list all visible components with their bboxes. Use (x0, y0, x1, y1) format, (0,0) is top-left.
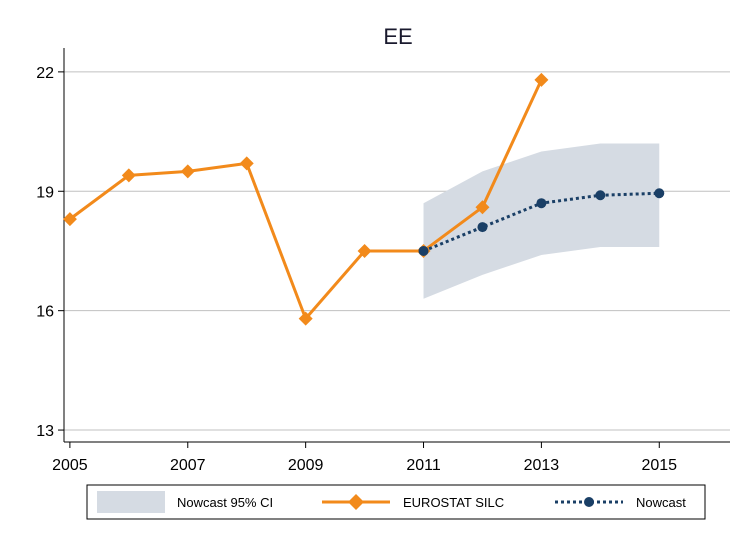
y-tick-label: 22 (36, 65, 54, 82)
legend-swatch-ci (97, 491, 165, 513)
data-point-nowcast (477, 222, 488, 233)
x-tick-label: 2015 (641, 457, 677, 474)
legend-label-ci: Nowcast 95% CI (177, 495, 273, 510)
chart-title: EE (383, 24, 412, 49)
data-point-nowcast (536, 198, 547, 209)
data-point-nowcast (418, 245, 429, 256)
legend: Nowcast 95% CI EUROSTAT SILC Nowcast (86, 484, 706, 520)
x-tick-label: 2009 (288, 457, 324, 474)
data-point-eurostat-silc (239, 156, 254, 171)
data-point-eurostat-silc (62, 212, 77, 227)
legend-box (86, 484, 706, 520)
data-point-eurostat-silc (121, 168, 136, 183)
ci-band (423, 143, 660, 299)
y-tick-label: 19 (36, 184, 54, 201)
y-tick-label: 16 (36, 304, 54, 321)
data-point-eurostat-silc (180, 164, 195, 179)
data-point-nowcast (654, 188, 665, 199)
x-tick-label: 2011 (406, 457, 441, 474)
data-point-nowcast (595, 190, 606, 201)
x-tick-label: 2005 (52, 457, 88, 474)
data-point-eurostat-silc (475, 200, 490, 215)
data-point-eurostat-silc (357, 243, 372, 258)
legend-label-nowcast: Nowcast (636, 495, 686, 510)
legend-marker-nowcast (584, 497, 594, 507)
legend-label-eurostat: EUROSTAT SILC (403, 495, 504, 510)
x-tick-label: 2013 (524, 457, 560, 474)
data-point-eurostat-silc (298, 311, 313, 326)
x-tick-label: 2007 (170, 457, 206, 474)
legend-marker-eurostat (348, 494, 364, 510)
data-point-eurostat-silc (534, 72, 549, 87)
plot-area: 13 16 19 22 2005 2007 2009 2011 2013 2015 (36, 48, 730, 474)
y-tick-label: 13 (36, 423, 54, 440)
